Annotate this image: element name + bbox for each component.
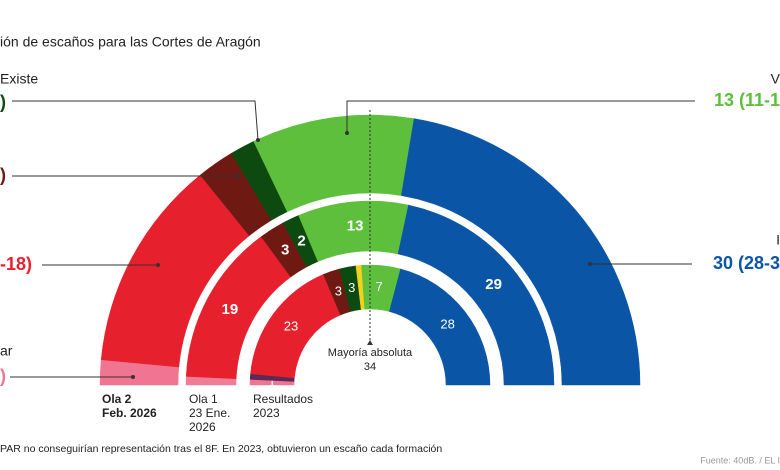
ring-caption: Ola 1 xyxy=(189,392,218,406)
leader-dot xyxy=(131,375,135,379)
leader-dot xyxy=(588,262,592,266)
leader-dot xyxy=(236,174,240,178)
annotation: -18) xyxy=(0,254,32,274)
leader-dot xyxy=(156,263,160,267)
ring-caption: Feb. 2026 xyxy=(102,406,157,420)
value-label: 23 xyxy=(284,318,298,333)
leader-line xyxy=(12,100,259,141)
annotation: 30 (28-3 xyxy=(713,253,780,273)
ring-caption: 23 Ene. xyxy=(189,406,230,420)
annotation: ) xyxy=(0,165,6,185)
value-label: 1 xyxy=(268,374,275,389)
ring-caption: Resultados xyxy=(253,392,313,406)
source: Fuente: 40dB. / EL I xyxy=(700,455,780,465)
ring-caption: 2023 xyxy=(253,406,280,420)
value-label: 7 xyxy=(376,279,383,294)
footnote: PAR no conseguirían representación tras … xyxy=(0,443,442,455)
leader-dot xyxy=(345,131,349,135)
annotation: ) xyxy=(0,366,6,386)
value-label: 29 xyxy=(485,276,502,293)
leader-dot xyxy=(256,138,260,142)
value-label: 13 xyxy=(347,218,364,235)
leader-line xyxy=(346,100,695,133)
annotation: ar xyxy=(0,343,13,359)
value-label: 2 xyxy=(297,232,305,249)
value-label: 28 xyxy=(440,317,454,332)
ring-caption: Ola 2 xyxy=(102,392,132,406)
ring-caption: 2026 xyxy=(189,420,216,434)
annotation: Existe xyxy=(0,71,38,87)
majority-arrow xyxy=(367,340,373,345)
chart-title: ión de escaños para las Cortes de Aragón xyxy=(0,34,261,50)
seat-segment xyxy=(401,118,641,386)
annotation: V xyxy=(771,71,780,87)
majority-label: Mayoría absoluta xyxy=(328,347,413,359)
value-label: 3 xyxy=(348,280,355,295)
annotation: I xyxy=(776,232,780,248)
annotation: 13 (11-1 xyxy=(714,90,780,110)
value-label: 3 xyxy=(335,284,342,299)
seat-segment xyxy=(397,204,555,386)
majority-value: 34 xyxy=(364,361,376,373)
value-label: 3 xyxy=(281,241,289,258)
value-label: 19 xyxy=(222,301,239,318)
seat-segment xyxy=(389,268,491,386)
annotation: ) xyxy=(0,92,6,112)
